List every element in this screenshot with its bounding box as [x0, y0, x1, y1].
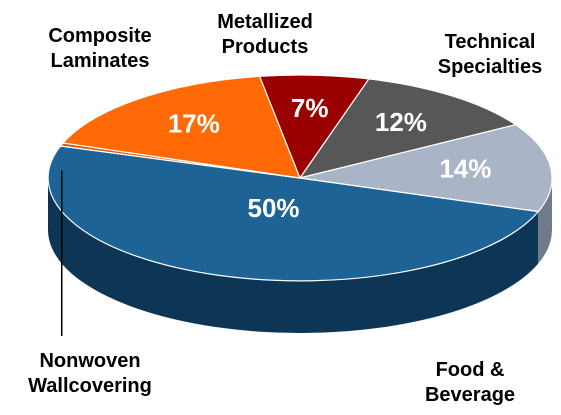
label-nonwoven-wallcovering: Nonwoven Wallcovering — [28, 350, 152, 397]
pie-value-label-4: 12% — [375, 107, 427, 137]
pie-side-walls — [48, 178, 552, 333]
pie-slice-3 — [259, 74, 370, 179]
pie-value-labels: 50% 17% 7% 12% 14% — [168, 93, 492, 223]
pie-slice-0 — [47, 145, 539, 282]
pie-value-label-5: 14% — [439, 154, 491, 184]
pie-top-faces — [47, 74, 553, 282]
pie-slice-4 — [299, 78, 517, 179]
pie-slice-2 — [62, 75, 301, 179]
pie-side-5 — [538, 178, 552, 264]
label-technical-specialties: Technical Specialties — [437, 31, 543, 78]
label-food-beverage: Food & Beverage — [424, 359, 516, 406]
pie-value-label-0: 50% — [248, 193, 300, 223]
pie-value-label-3: 7% — [291, 93, 329, 123]
label-metallized-products: Metallized Products — [217, 11, 313, 58]
pie-slice-5 — [299, 124, 553, 213]
pie-value-label-2: 17% — [168, 109, 220, 139]
label-composite-laminates: Composite Laminates — [48, 25, 152, 72]
pie-side-0 — [48, 178, 539, 333]
